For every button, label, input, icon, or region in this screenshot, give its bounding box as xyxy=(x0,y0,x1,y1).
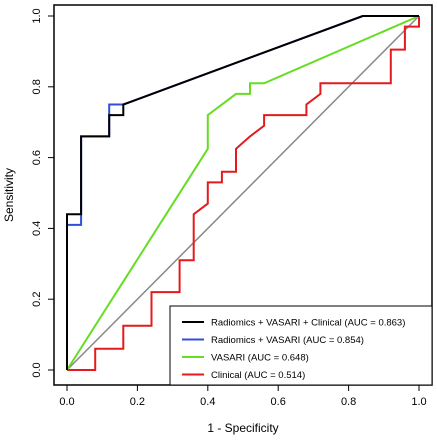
x-tick-label: 1.0 xyxy=(411,396,426,408)
x-tick-label: 0.2 xyxy=(130,396,145,408)
y-axis-title: Sensitivity xyxy=(2,168,16,222)
y-tick-label: 0.4 xyxy=(31,221,43,236)
roc-curve-4 xyxy=(67,16,420,371)
x-axis-title: 1 - Specificity xyxy=(207,421,278,435)
y-tick-label: 0.6 xyxy=(31,150,43,165)
legend: Radiomics + VASARI + Clinical (AUC = 0.8… xyxy=(169,305,433,386)
roc-curve-1 xyxy=(66,15,419,370)
x-tick-label: 0.0 xyxy=(59,396,74,408)
reference-diagonal xyxy=(66,15,420,371)
y-tick-label: 0.2 xyxy=(31,292,43,307)
legend-label-4: Clinical (AUC = 0.514) xyxy=(211,370,305,381)
legend-label-1: Radiomics + VASARI + Clinical (AUC = 0.8… xyxy=(211,318,405,329)
x-tick-label: 0.8 xyxy=(341,396,356,408)
legend-label-3: VASARI (AUC = 0.648) xyxy=(211,353,309,364)
x-axis: 0.0 0.2 0.4 0.6 0.8 1.0 xyxy=(59,385,427,408)
x-tick-label: 0.6 xyxy=(271,396,286,408)
roc-curves xyxy=(66,15,420,371)
legend-label-2: Radiomics + VASARI (AUC = 0.854) xyxy=(211,335,364,346)
y-tick-label: 0.8 xyxy=(31,79,43,94)
roc-curve-3 xyxy=(66,15,420,371)
y-tick-label: 1.0 xyxy=(31,8,43,23)
legend-box xyxy=(169,305,433,386)
x-tick-label: 0.4 xyxy=(200,396,215,408)
y-axis: 0.0 0.2 0.4 0.6 0.8 1.0 xyxy=(31,8,54,378)
y-tick-label: 0.0 xyxy=(31,362,43,377)
